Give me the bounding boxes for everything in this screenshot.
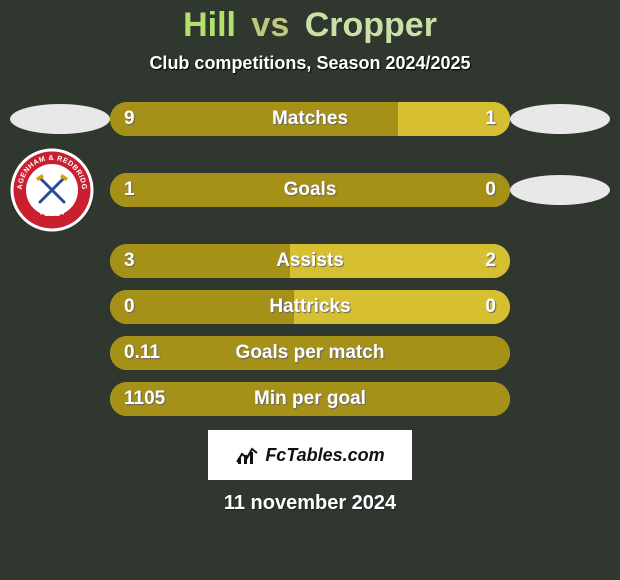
title-vs: vs xyxy=(251,6,289,44)
player2-badge-placeholder xyxy=(510,175,610,205)
stat-label: Goals per match xyxy=(236,342,385,364)
player1-face-placeholder xyxy=(10,104,110,134)
stat-label-wrap: Assists xyxy=(110,244,510,278)
club-badge-svg: DAGENHAM & REDBRIDGE • 1992 • xyxy=(10,148,94,232)
stat-bar: 0 Hattricks 0 xyxy=(110,290,510,324)
stat-label: Matches xyxy=(272,108,348,130)
stat-label: Hattricks xyxy=(269,296,350,318)
title-player2: Cropper xyxy=(305,6,437,44)
stat-row: 3 Assists 2 xyxy=(0,244,620,278)
stat-row: 0 Hattricks 0 xyxy=(0,290,620,324)
stat-label-wrap: Goals xyxy=(110,173,510,207)
title-player1: Hill xyxy=(183,6,236,44)
stat-label-wrap: Min per goal xyxy=(110,382,510,416)
svg-text:• 1992 •: • 1992 • xyxy=(40,211,65,218)
stat-label: Assists xyxy=(276,250,344,272)
club-badge: DAGENHAM & REDBRIDGE • 1992 • xyxy=(10,148,94,232)
stat-value-p2: 0 xyxy=(485,290,496,324)
chart-icon xyxy=(235,444,259,466)
stat-bar: 3 Assists 2 xyxy=(110,244,510,278)
stats-container: 9 Matches 1 DAGENHAM & REDBRID xyxy=(0,102,620,416)
date-text: 11 november 2024 xyxy=(0,492,620,515)
stat-value-p2: 2 xyxy=(485,244,496,278)
stat-row: DAGENHAM & REDBRIDGE • 1992 • 1 xyxy=(0,148,620,232)
stat-label-wrap: Hattricks xyxy=(110,290,510,324)
stat-row: 0.11 Goals per match xyxy=(0,336,620,370)
stat-row: 9 Matches 1 xyxy=(0,102,620,136)
stat-value-p2: 0 xyxy=(485,173,496,207)
subtitle: Club competitions, Season 2024/2025 xyxy=(0,53,620,74)
brand-logo[interactable]: FcTables.com xyxy=(208,430,412,480)
stat-bar: 1105 Min per goal xyxy=(110,382,510,416)
stat-bar: 9 Matches 1 xyxy=(110,102,510,136)
player2-face-placeholder xyxy=(510,104,610,134)
stat-label: Goals xyxy=(284,179,337,201)
title-row: Hill vs Cropper xyxy=(0,0,620,45)
stat-label: Min per goal xyxy=(254,388,366,410)
player2-face-slot xyxy=(510,104,610,134)
comparison-card: Hill vs Cropper Club competitions, Seaso… xyxy=(0,0,620,580)
player1-face-slot xyxy=(10,104,110,134)
stat-bar: 0.11 Goals per match xyxy=(110,336,510,370)
player1-badge-slot: DAGENHAM & REDBRIDGE • 1992 • xyxy=(10,148,110,232)
stat-label-wrap: Matches xyxy=(110,102,510,136)
stat-row: 1105 Min per goal xyxy=(0,382,620,416)
stat-label-wrap: Goals per match xyxy=(110,336,510,370)
stat-value-p2: 1 xyxy=(485,102,496,136)
player2-badge-slot xyxy=(510,175,610,205)
stat-bar: 1 Goals 0 xyxy=(110,173,510,207)
brand-text: FcTables.com xyxy=(265,445,384,466)
page-title: Hill vs Cropper xyxy=(0,6,620,45)
